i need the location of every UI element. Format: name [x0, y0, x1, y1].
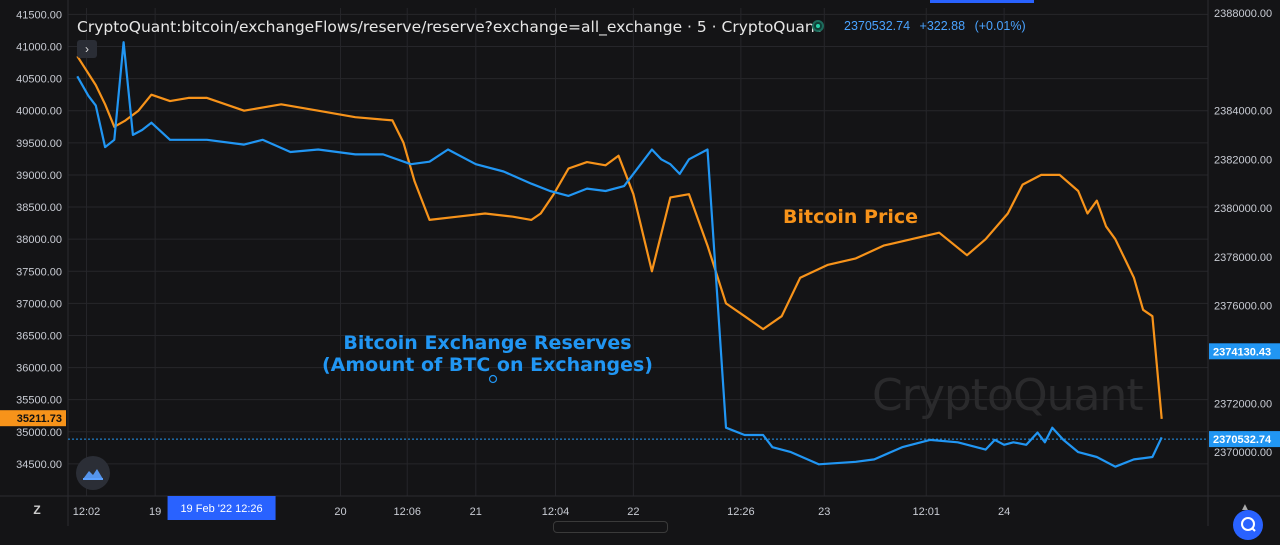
right-tick-label: 2370000.00 [1214, 447, 1272, 459]
left-tick-label: 41000.00 [16, 42, 62, 54]
x-tick-label: 12:01 [912, 506, 940, 518]
x-tick-label: 20 [334, 506, 346, 518]
left-tick-label: 36000.00 [16, 363, 62, 375]
crosshair-date-label: 19 Feb '22 12:26 [180, 503, 262, 515]
left-tick-label: 37500.00 [16, 266, 62, 278]
left-tick-label: 38500.00 [16, 202, 62, 214]
right-marker-badge [1209, 431, 1280, 448]
x-tick-label: 12:26 [727, 506, 755, 518]
right-marker-badge [1209, 343, 1280, 360]
left-last-price-badge [0, 410, 66, 427]
chart-background [0, 0, 1280, 531]
right-tick-label: 2378000.00 [1214, 252, 1272, 264]
change-percent: (+0.01%) [974, 19, 1026, 33]
scroll-right-icon[interactable]: ▲ [1240, 502, 1250, 513]
right-tick-label: 2372000.00 [1214, 398, 1272, 410]
x-tick-label: 22 [627, 506, 639, 518]
right-tick-label: 2380000.00 [1214, 203, 1272, 215]
last-value: 2370532.74 [844, 19, 911, 33]
active-tab-indicator [930, 0, 1034, 3]
marker-labels: 35211.73 2374130.43 2370532.74 [0, 343, 1280, 448]
change-value: +322.88 [919, 19, 966, 33]
price-annotation: Bitcoin Price [783, 206, 919, 228]
right-marker-label: 2374130.43 [1213, 346, 1271, 358]
cryptoquant-logo-icon[interactable] [76, 456, 110, 490]
left-tick-label: 34500.00 [16, 459, 62, 471]
left-tick-label: 36500.00 [16, 330, 62, 342]
time-axis[interactable]: 12:02 19 19 Feb '22 12:26 20 12:06 21 12:04 22 1… [0, 495, 1280, 520]
right-reserve-axis[interactable]: 2388000.00 2384000.00 2382000.00 2380000.00… [1207, 0, 1272, 526]
x-tick-label: 19 [149, 506, 161, 518]
chevron-right-icon[interactable]: › [77, 40, 97, 58]
chart-canvas: 41500.00 41000.00 40500.00 40000.00 39500.00… [0, 0, 1280, 531]
timezone-button[interactable]: Z [33, 503, 41, 517]
grid [68, 8, 1208, 496]
right-tick-label: 2384000.00 [1214, 105, 1272, 117]
market-status-icon [812, 20, 824, 32]
left-tick-label: 38000.00 [16, 234, 62, 246]
crosshair-date-box [167, 496, 276, 520]
left-tick-label: 39500.00 [16, 138, 62, 150]
left-last-price-label: 35211.73 [17, 413, 62, 425]
help-chat-icon[interactable] [1233, 510, 1263, 540]
x-tick-label: 21 [470, 506, 482, 518]
x-tick-label: 12:04 [542, 506, 570, 518]
last-quote: 2370532.74 +322.88 (+0.01%) [844, 19, 1032, 33]
left-price-axis[interactable]: 41500.00 41000.00 40500.00 40000.00 39500.00… [16, 0, 69, 526]
right-tick-label: 2382000.00 [1214, 154, 1272, 166]
chart-title: CryptoQuant:bitcoin/exchangeFlows/reserv… [77, 18, 821, 36]
right-tick-label: 2376000.00 [1214, 301, 1272, 313]
reserves-annotation-line2: (Amount of BTC on Exchanges) [322, 354, 653, 376]
left-tick-label: 39000.00 [16, 170, 62, 182]
x-tick-label: 23 [818, 506, 830, 518]
reserves-series-line[interactable] [76, 41, 1163, 468]
watermark-logo: CryptoQuant [872, 370, 1144, 421]
annotation-anchor-marker [488, 374, 498, 384]
left-tick-label: 40000.00 [16, 106, 62, 118]
x-tick-label: 12:02 [73, 506, 101, 518]
left-tick-label: 41500.00 [16, 9, 62, 21]
right-marker-label: 2370532.74 [1213, 434, 1272, 446]
reserves-annotation: Bitcoin Exchange Reserves (Amount of BTC… [320, 332, 655, 376]
plot-area[interactable] [76, 41, 1163, 468]
price-series-line[interactable] [76, 55, 1163, 419]
left-tick-label: 40500.00 [16, 74, 62, 86]
left-tick-label: 35500.00 [16, 395, 62, 407]
right-tick-label: 2388000.00 [1214, 8, 1272, 20]
scroll-handle[interactable] [553, 521, 668, 533]
reserves-annotation-line1: Bitcoin Exchange Reserves [343, 332, 632, 354]
left-tick-label: 37000.00 [16, 298, 62, 310]
x-tick-label: 12:06 [393, 506, 421, 518]
x-tick-label: 24 [998, 506, 1010, 518]
left-tick-label: 35000.00 [16, 427, 62, 439]
